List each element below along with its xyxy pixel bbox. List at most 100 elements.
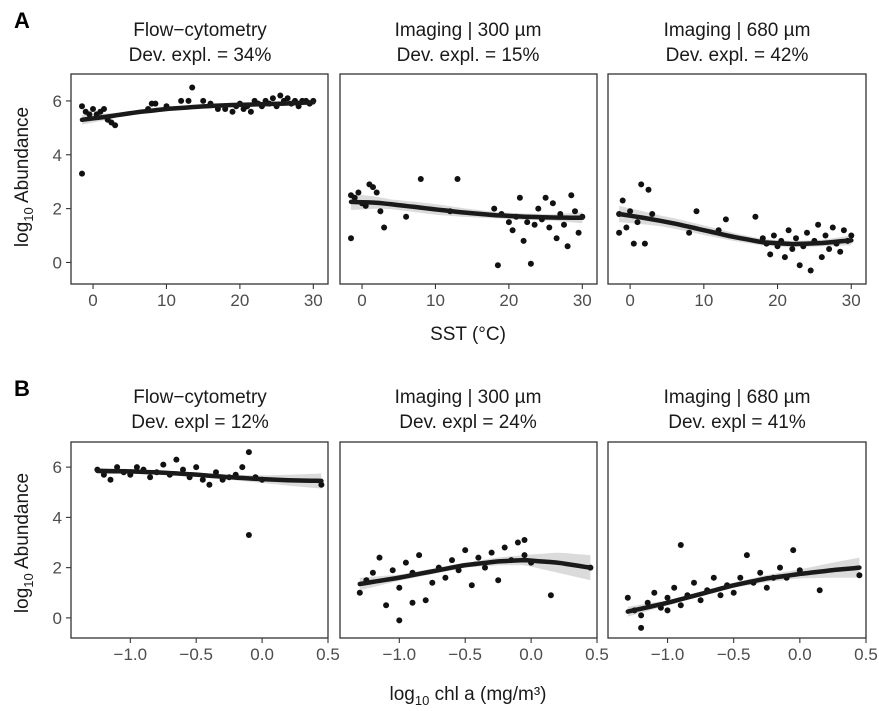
data-point <box>664 594 671 601</box>
data-point <box>710 574 717 581</box>
data-point <box>160 461 167 468</box>
x-tick-label: 20 <box>230 291 249 310</box>
panel-b1: Flow−cytometry Dev. expl = 12% −1.0 −0.5 0… <box>53 387 340 664</box>
panel-border <box>339 441 598 639</box>
panel-a2: Imaging | 300 µm Dev. expl. = 15% 0 10 20 3… <box>339 20 598 310</box>
data-point <box>229 108 236 115</box>
data-point <box>793 235 799 242</box>
data-point <box>491 205 498 212</box>
data-point <box>752 213 759 220</box>
y-axis-label-a: log10 Abundance <box>12 107 36 247</box>
y-tick-label: 0 <box>53 609 62 628</box>
panel-a3: Imaging | 680 µm Dev. expl. = 42% 0 10 20 3… <box>607 20 867 310</box>
x-tick-label: 30 <box>573 291 592 310</box>
data-point <box>396 617 403 624</box>
fit-line <box>348 199 585 221</box>
panel-a3-title-line1: Imaging | 680 µm <box>664 20 811 41</box>
data-point <box>501 544 508 551</box>
x-tick-label: −1.0 <box>114 645 148 664</box>
x-tick-label: 10 <box>694 291 713 310</box>
data-point <box>568 192 575 199</box>
data-point <box>572 208 578 215</box>
data-point <box>535 205 542 212</box>
y-tick-label: 2 <box>53 559 62 578</box>
data-point <box>531 221 538 228</box>
panel-a3-plot: 0 10 20 30 <box>607 73 867 310</box>
data-point <box>454 176 461 182</box>
panel-border <box>607 441 867 639</box>
y-tick-label: 6 <box>53 92 62 111</box>
data-point <box>370 184 376 191</box>
data-point <box>619 197 626 204</box>
x-tick-label: 0 <box>625 291 634 310</box>
data-point <box>722 216 729 223</box>
data-point <box>178 97 185 104</box>
panel-b2-title-line1: Imaging | 300 µm <box>395 387 542 408</box>
data-point <box>564 243 571 250</box>
x-tick-label: 10 <box>157 291 176 310</box>
data-point <box>383 602 390 609</box>
data-point <box>389 567 396 574</box>
data-point <box>822 232 829 239</box>
panel-b3: Imaging | 680 µm Dev. expl = 41% −1.0 −0.… <box>607 387 878 664</box>
data-point <box>777 564 783 571</box>
data-point <box>449 557 455 564</box>
panel-a2-title-line1: Imaging | 300 µm <box>395 20 542 41</box>
data-point <box>488 549 495 556</box>
data-point <box>189 84 196 91</box>
data-point <box>840 227 847 234</box>
data-point <box>86 111 93 118</box>
data-point <box>826 246 833 252</box>
data-point <box>396 584 403 591</box>
data-point <box>616 229 623 236</box>
panel-b2: Imaging | 300 µm Dev. expl = 24% −1.0 −0.… <box>339 387 609 664</box>
data-point <box>638 624 645 631</box>
data-point <box>664 607 671 614</box>
data-point <box>409 599 416 606</box>
data-point <box>575 229 582 236</box>
data-point <box>381 224 388 231</box>
panel-border <box>339 73 598 285</box>
data-point <box>781 254 788 261</box>
data-point <box>521 537 528 543</box>
data-point <box>521 552 528 559</box>
data-point <box>627 208 634 215</box>
panel-b1-plot: −1.0 −0.5 0.0 0.5 0 2 4 6 <box>53 441 340 664</box>
data-point <box>505 219 512 226</box>
data-point <box>101 106 107 112</box>
data-point <box>641 240 648 247</box>
data-point <box>200 97 207 104</box>
panel-b3-title-line1: Imaging | 680 µm <box>664 387 811 408</box>
data-point <box>649 211 656 217</box>
data-point <box>373 189 380 196</box>
data-point <box>693 208 700 215</box>
panel-tag-a: A <box>14 8 30 33</box>
data-point <box>730 589 737 596</box>
x-tick-label: −1.0 <box>651 645 685 664</box>
x-tick-label: 0.5 <box>854 645 878 664</box>
data-point <box>677 602 684 609</box>
data-point <box>173 456 180 463</box>
data-point <box>107 476 114 483</box>
panel-border <box>70 441 329 639</box>
data-point <box>542 194 549 201</box>
x-tick-label: 0.0 <box>519 645 543 664</box>
fit-line <box>95 468 324 484</box>
y-axis-label-b: log10 Abundance <box>12 473 36 613</box>
data-point <box>351 194 358 201</box>
data-point <box>495 577 502 584</box>
data-point <box>114 464 121 471</box>
x-tick-label: 0.0 <box>788 645 812 664</box>
data-point <box>269 95 276 102</box>
fit-line <box>616 211 854 247</box>
data-point <box>623 224 630 231</box>
data-point <box>377 208 384 215</box>
data-point <box>348 235 354 242</box>
data-point <box>475 554 482 561</box>
data-point <box>147 474 154 481</box>
data-point <box>206 481 213 488</box>
data-point <box>547 592 554 599</box>
data-point <box>644 599 651 606</box>
data-point <box>416 552 423 559</box>
data-point <box>638 181 645 188</box>
